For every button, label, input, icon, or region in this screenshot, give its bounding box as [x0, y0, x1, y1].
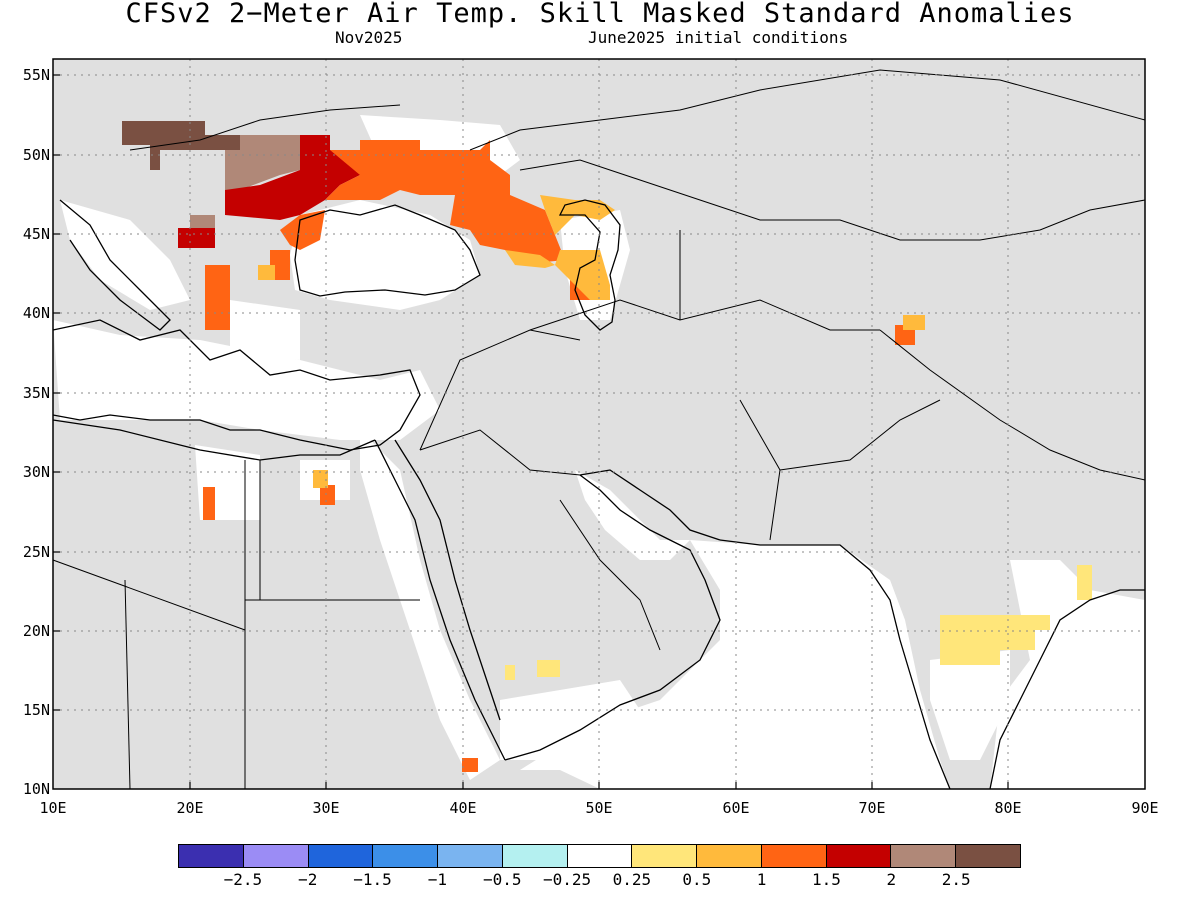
colorbar-swatch: [891, 845, 957, 867]
lat-label-20n: 20N: [22, 622, 50, 640]
colorbar-tick-label: −2.5: [223, 870, 263, 889]
colorbar-tick-label: −2: [298, 870, 318, 889]
colorbar-swatch: [826, 845, 892, 867]
colorbar-tick-label: 1: [756, 870, 767, 889]
country-borders: [52, 69, 1146, 790]
colorbar-tick-label: −1: [427, 870, 448, 889]
colorbar-swatch: [308, 845, 374, 867]
lon-label-70e: 70E: [858, 799, 886, 817]
lon-label-50e: 50E: [585, 799, 613, 817]
colorbar-swatch: [632, 845, 698, 867]
colorbar-swatch: [502, 845, 568, 867]
colorbar-tick-label: 0.25: [612, 870, 652, 889]
colorbar-tick-label: 1.5: [812, 870, 841, 889]
colorbar-swatch: [373, 845, 439, 867]
lat-label-50n: 50N: [22, 146, 50, 164]
lon-label-10e: 10E: [39, 799, 67, 817]
lon-label-60e: 60E: [722, 799, 750, 817]
anomaly-patches: [122, 121, 1092, 772]
lat-label-45n: 45N: [22, 225, 50, 243]
colorbar-tick-label: 2: [886, 870, 897, 889]
lat-label-55n: 55N: [22, 66, 50, 84]
initial-conditions: June2025 initial conditions: [588, 28, 849, 47]
coastlines: [52, 199, 1145, 790]
lon-label-30e: 30E: [312, 799, 340, 817]
colorbar-swatch: [761, 845, 827, 867]
graticule: [53, 59, 1145, 789]
colorbar-tick-label: −1.5: [353, 870, 392, 889]
lat-label-25n: 25N: [22, 543, 50, 561]
lat-label-15n: 15N: [22, 701, 50, 719]
axis-ticks: [53, 74, 1009, 789]
colorbar-swatch: [567, 845, 633, 867]
colorbar-tick-label: −0.5: [482, 870, 522, 889]
lat-label-35n: 35N: [22, 384, 50, 402]
forecast-month: Nov2025: [335, 28, 403, 47]
lon-label-40e: 40E: [449, 799, 477, 817]
colorbar-swatch: [956, 845, 1020, 867]
colorbar-swatch: [179, 845, 244, 867]
colorbar-swatch: [697, 845, 762, 867]
lat-label-40n: 40N: [22, 304, 50, 322]
lon-label-90e: 90E: [1131, 799, 1159, 817]
chart-title: CFSv2 2−Meter Air Temp. Skill Masked Sta…: [125, 0, 1075, 29]
colorbar-tick-label: 0.5: [682, 870, 712, 889]
lon-label-20e: 20E: [176, 799, 204, 817]
lat-label-10n: 10N: [22, 780, 50, 798]
near-normal-regions: [53, 115, 1145, 789]
colorbar-swatch: [243, 845, 309, 867]
lat-label-30n: 30N: [22, 463, 50, 481]
lon-label-80e: 80E: [994, 799, 1022, 817]
colorbar: [178, 844, 1021, 868]
colorbar-tick-label: −0.25: [542, 870, 592, 889]
colorbar-swatch: [438, 845, 503, 867]
colorbar-tick-label: 2.5: [941, 870, 971, 889]
